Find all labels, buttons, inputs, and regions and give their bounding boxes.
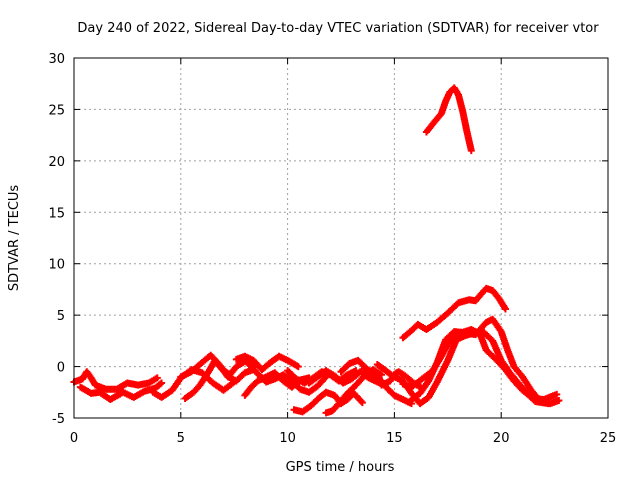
data-point [501, 305, 509, 313]
series-track-5 [390, 329, 552, 408]
series-track-2 [399, 284, 509, 342]
series-track-19 [360, 365, 415, 408]
data-point [555, 397, 563, 405]
data-point [553, 390, 561, 398]
data-point [158, 379, 166, 387]
x-tick-label: 10 [279, 431, 296, 446]
x-tick-label: 25 [600, 431, 617, 446]
data-point [153, 374, 161, 382]
data-point [407, 400, 415, 408]
y-tick-label: -5 [52, 412, 65, 427]
axis-ticks: 0 5 10 15 20 25 -5 0 5 10 15 20 25 30 [48, 52, 616, 446]
series-track-20 [373, 361, 426, 392]
y-tick-label: 30 [48, 52, 65, 67]
x-tick-label: 5 [177, 431, 185, 446]
y-tick-label: 20 [48, 155, 65, 170]
data-point [294, 363, 302, 371]
y-tick-label: 25 [48, 103, 65, 118]
x-tick-label: 15 [386, 431, 403, 446]
series-track-6 [70, 368, 161, 393]
data-point [357, 397, 365, 405]
x-tick-label: 0 [70, 431, 78, 446]
y-axis-label: SDTVAR / TECUs [7, 185, 22, 292]
series-track-1 [422, 84, 475, 155]
chart-title: Day 240 of 2022, Sidereal Day-to-day VTE… [77, 21, 599, 36]
x-axis-label: GPS time / hours [286, 460, 395, 475]
data-point [358, 399, 366, 407]
x-tick-label: 20 [493, 431, 510, 446]
data-points [70, 84, 563, 417]
y-tick-label: 10 [48, 258, 65, 273]
data-point [467, 147, 475, 155]
series-track-7 [76, 379, 166, 403]
data-point [156, 380, 164, 388]
series-track-11 [232, 352, 302, 374]
data-point [544, 400, 552, 408]
series-track-17 [322, 366, 386, 417]
y-tick-label: 5 [57, 309, 65, 324]
data-point [418, 384, 426, 392]
series-track-10 [177, 351, 257, 385]
grid [74, 58, 608, 418]
y-tick-label: 15 [48, 206, 65, 221]
y-tick-label: 0 [57, 361, 65, 376]
plot-frame [73, 57, 609, 419]
